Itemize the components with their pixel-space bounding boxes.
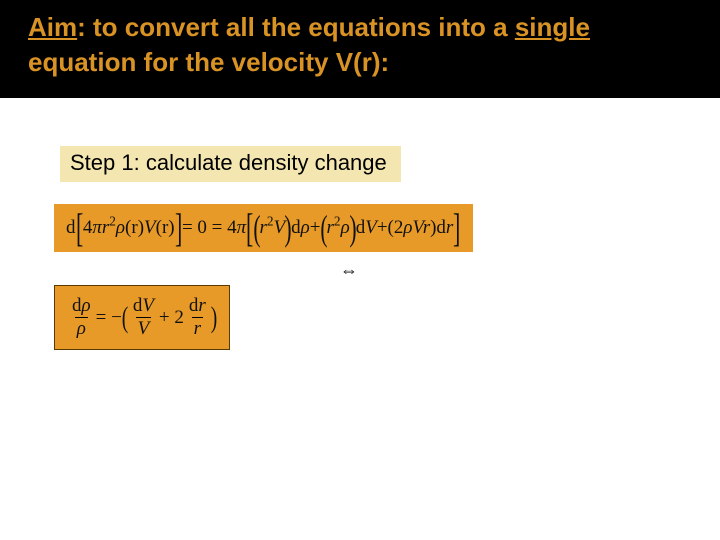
eq1-t1-rho: ρ — [301, 217, 310, 239]
eq1-t3: (2ρVr) — [388, 217, 437, 239]
eq1-t2-rpar: ) — [349, 216, 356, 241]
eq2-f2: dr r — [187, 296, 208, 339]
eq1-t2-V: V — [365, 217, 377, 239]
eq1-equals-0: = 0 = 4 — [182, 217, 237, 239]
eq2-equals: = − — [96, 307, 122, 329]
eq1-rbracket2: ] — [453, 214, 460, 242]
equations-area: d [ 4πr2ρ(r)V(r) ] = 0 = 4π [ ( r2V ) dρ… — [54, 204, 720, 356]
eq2-plus: + 2 — [159, 307, 184, 329]
eq1-t2-lpar: ( — [320, 216, 327, 241]
eq2-f1: dV V — [131, 296, 156, 339]
header-line-1: to convert all the equations into a — [93, 12, 515, 42]
aim-label: Aim — [28, 12, 77, 42]
eq1-t2-d: d — [356, 217, 366, 239]
eq1-t1-d: d — [291, 217, 301, 239]
eq1-rbracket: ] — [175, 214, 182, 242]
eq1-plus1: + — [310, 217, 321, 239]
equation-2: dρ ρ = − ( dV V + 2 dr r ) — [67, 296, 217, 339]
eq1-lbracket2: [ — [246, 214, 253, 242]
aim-colon: : — [77, 12, 93, 42]
eq1-t1: r2V — [260, 217, 286, 239]
equiv-symbol: ⇔ — [340, 260, 358, 281]
step-1-text: Step 1: calculate density change — [70, 150, 387, 175]
eq1-t2: r2ρ — [327, 217, 350, 239]
eq1-inner1: 4πr2ρ(r)V(r) — [83, 217, 175, 239]
single-word: single — [515, 12, 590, 42]
equation-2-box: dρ ρ = − ( dV V + 2 dr r ) — [54, 285, 230, 350]
eq2-lpar: ( — [122, 306, 129, 330]
header-bar: Aim: to convert all the equations into a… — [0, 0, 720, 98]
header-text: Aim: to convert all the equations into a… — [28, 10, 692, 80]
header-line-2: equation for the velocity V(r): — [28, 47, 389, 77]
eq1-pi2: π — [237, 217, 247, 239]
eq1-d: d — [66, 217, 76, 239]
equation-1: d [ 4πr2ρ(r)V(r) ] = 0 = 4π [ ( r2V ) dρ… — [66, 214, 461, 242]
eq2-lhs-frac: dρ ρ — [70, 296, 93, 339]
eq1-plus2: + — [377, 217, 388, 239]
eq1-t1-lpar: ( — [253, 216, 260, 241]
eq2-rpar: ) — [211, 306, 218, 330]
eq1-t3-d: d — [436, 217, 446, 239]
equation-1-box: d [ 4πr2ρ(r)V(r) ] = 0 = 4π [ ( r2V ) dρ… — [54, 204, 473, 252]
eq1-t1-rpar: ) — [285, 216, 292, 241]
eq1-lbracket: [ — [75, 214, 82, 242]
equiv-row: ⇔ — [54, 260, 644, 281]
step-1-label: Step 1: calculate density change — [60, 146, 401, 182]
